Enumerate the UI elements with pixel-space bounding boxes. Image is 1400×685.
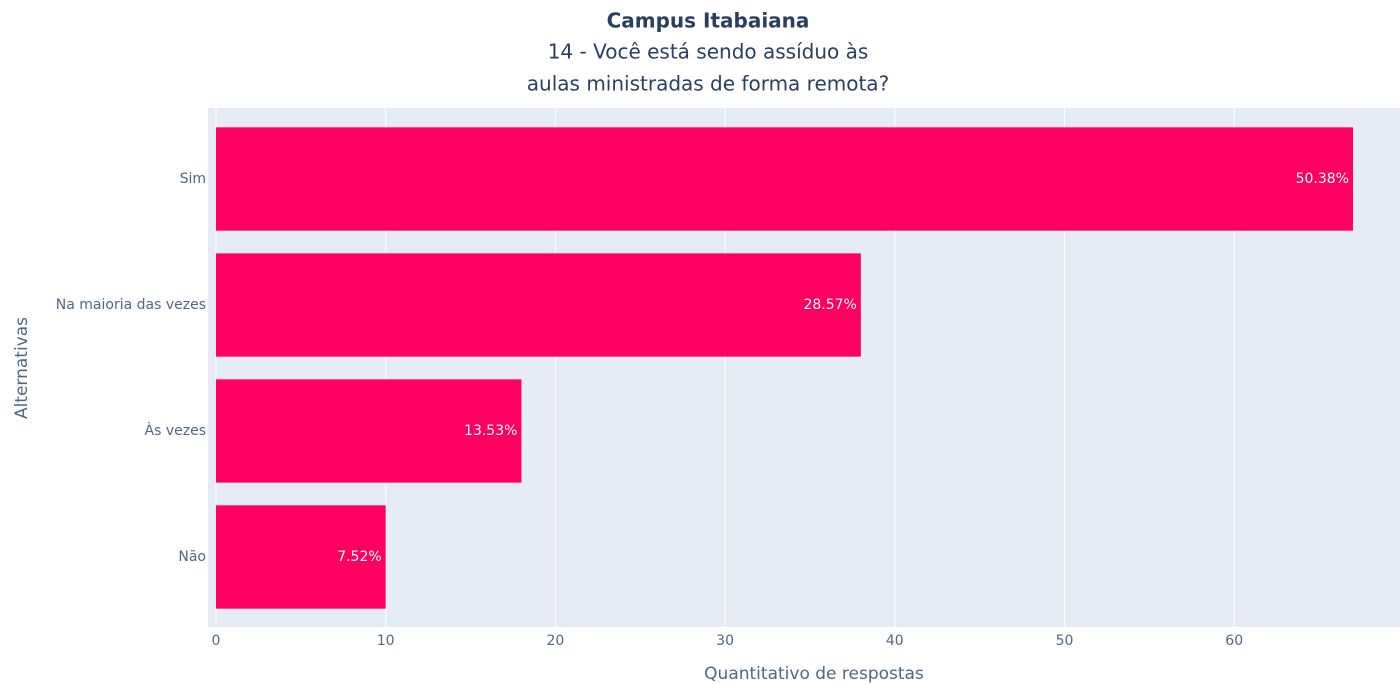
bar	[215, 505, 386, 609]
chart-title: Campus Itabaiana	[607, 9, 810, 33]
x-axis-title: Quantitativo de respostas	[704, 664, 924, 684]
bar	[215, 379, 522, 483]
bar	[215, 127, 1353, 231]
x-tick-label: 40	[886, 633, 904, 649]
y-tick-label: Não	[178, 549, 206, 565]
value-label: 28.57%	[803, 297, 856, 313]
y-tick-label: Sim	[180, 171, 206, 187]
x-tick-label: 10	[377, 633, 395, 649]
chart-subtitle: 14 - Você está sendo assíduo às	[548, 40, 869, 64]
y-tick-label: Na maioria das vezes	[56, 297, 206, 313]
x-tick-label: 60	[1225, 633, 1243, 649]
chart-subtitle: aulas ministradas de forma remota?	[527, 72, 889, 96]
y-tick-label: Às vezes	[145, 422, 206, 439]
x-tick-label: 30	[716, 633, 734, 649]
x-tick-label: 50	[1056, 633, 1074, 649]
x-tick-label: 0	[212, 633, 221, 649]
value-label: 50.38%	[1296, 171, 1349, 187]
x-tick-label: 20	[546, 633, 564, 649]
y-axis-title: Alternativas	[12, 317, 32, 419]
bar	[215, 253, 861, 357]
value-label: 7.52%	[337, 549, 381, 565]
value-label: 13.53%	[464, 423, 517, 439]
